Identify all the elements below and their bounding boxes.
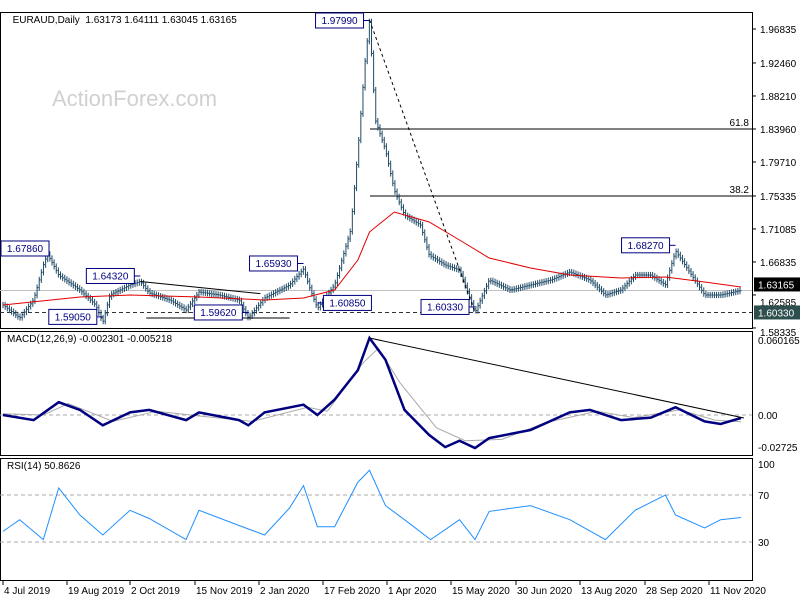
annotation-box [85,267,135,284]
annotation-label: 1.68270 [627,241,664,252]
x-tick-label: 15 May 2020 [452,586,510,597]
rsi-tick-label: 100 [758,460,775,471]
macd-title: MACD(12,26,9) -0.002301 -0.005218 [7,334,173,345]
x-tick-label: 13 Aug 2020 [581,586,638,597]
macd-tick-label: 0.060165 [758,336,800,347]
x-tick-label: 2 Oct 2019 [131,586,180,597]
moving-average-line [2,211,742,306]
watermark: ActionForex.com [52,86,218,111]
trendline [140,280,261,295]
current-price-box [754,277,800,292]
annotation-label: 1.59620 [200,308,237,319]
annotation-box [315,12,365,29]
annotation-box [621,237,671,254]
x-tick-label: 2 Jan 2020 [260,586,310,597]
annotation-box [420,298,470,315]
annotation-box [249,255,299,272]
annotation-label: 1.60850 [329,298,366,309]
x-tick-label: 1 Apr 2020 [388,586,437,597]
ohlc-values: 1.63173 1.64111 1.63045 1.63165 [85,15,237,26]
annotation-box [193,304,243,321]
annotation-box [0,240,50,257]
panel-frame-rsi [0,458,753,581]
fib-label: 38.2 [730,185,750,196]
symbol-label: EURAUD,Daily [12,15,80,26]
price-tick-label: 1.62585 [760,298,797,309]
x-tick-label: 15 Nov 2019 [196,586,253,597]
annotation-label: 1.64320 [92,271,129,282]
price-tick-label: 1.96835 [760,25,797,36]
annotation-box [322,294,372,311]
annotation-label: 1.60330 [427,302,464,313]
macd-line [2,335,742,450]
current-price-box-label: 1.63165 [758,280,795,291]
annotation-label: 1.97990 [321,16,358,27]
x-tick-label: 17 Feb 2020 [324,586,381,597]
macd-tick-label: -0.02725 [758,443,798,454]
price-tick-label: 1.88210 [760,92,797,103]
price-tick-label: 1.66835 [760,258,797,269]
annotation-label: 1.67860 [7,244,44,255]
annotation-label: 1.59050 [55,312,92,323]
x-tick-label: 4 Jul 2019 [4,586,51,597]
rsi-tick-label: 70 [758,491,770,502]
macd-signal-line [2,347,742,442]
rsi-tick-label: 30 [758,538,770,549]
trendline [369,19,476,313]
panel-frame-price [0,12,753,329]
annotation-label: 1.65930 [255,259,292,270]
annotation-box [48,308,98,325]
macd-tick-label: 0.00 [758,411,778,422]
price-tick-label: 1.92460 [760,59,797,70]
price-tick-label: 1.75335 [760,192,797,203]
price-tick-label: 1.71085 [760,225,797,236]
panel-frame-macd [0,331,753,456]
level-price-box [754,305,800,320]
price-tick-label: 1.58335 [760,328,797,339]
x-tick-label: 28 Sep 2020 [646,586,703,597]
rsi-line [2,469,742,541]
level-price-box-label: 1.60330 [758,308,795,319]
x-tick-label: 19 Aug 2019 [68,586,125,597]
price-tick-label: 1.79710 [760,158,797,169]
macd-trendline [369,337,745,419]
price-tick-label: 1.83960 [760,125,797,136]
x-tick-label: 30 Jun 2020 [517,586,572,597]
rsi-title: RSI(14) 50.8626 [7,461,81,472]
x-tick-label: 11 Nov 2020 [710,586,766,597]
chart-header: EURAUD,Daily 1.63173 1.64111 1.63045 1.6… [7,4,237,26]
fib-label: 61.8 [730,118,750,129]
